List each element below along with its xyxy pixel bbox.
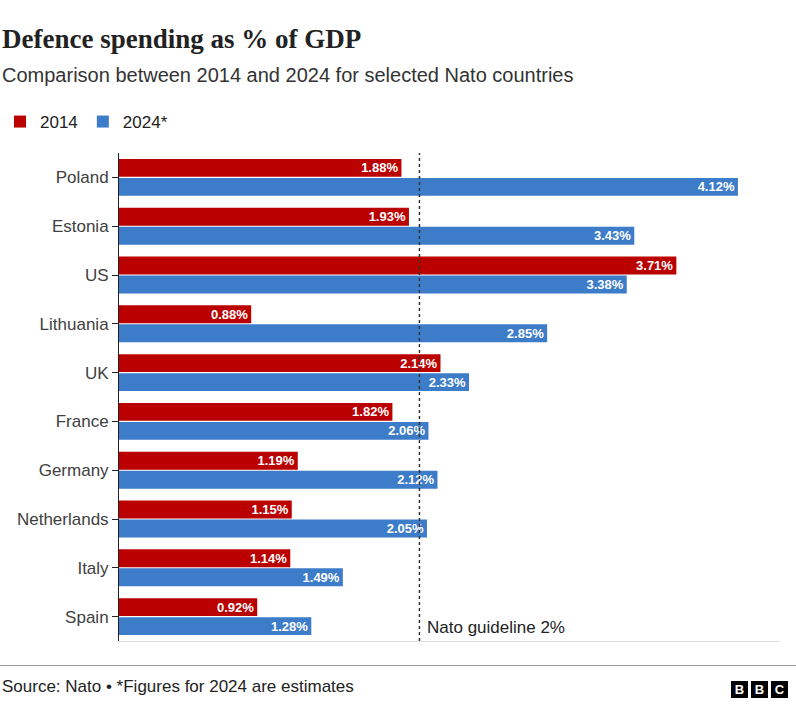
- html-text:B: B: [734, 682, 745, 697]
- svg-text:1.19%: 1.19%: [257, 453, 294, 468]
- svg-text:Lithuania: Lithuania: [40, 315, 110, 334]
- svg-text:UK: UK: [85, 364, 109, 383]
- svg-text:2.06%: 2.06%: [388, 423, 425, 438]
- html-text:Comparison between 2014 and 20: Comparison between 2014 and 2024 for sel…: [2, 64, 574, 86]
- svg-text:Netherlands: Netherlands: [17, 510, 109, 529]
- svg-text:Nato guideline 2%: Nato guideline 2%: [427, 618, 565, 637]
- svg-text:0.88%: 0.88%: [211, 307, 248, 322]
- svg-text:1.49%: 1.49%: [303, 570, 340, 585]
- html-text:Source: Nato • *Figures for 20: Source: Nato • *Figures for 2024 are est…: [2, 677, 354, 696]
- svg-text:1.28%: 1.28%: [271, 619, 308, 634]
- svg-text:4.12%: 4.12%: [698, 179, 735, 194]
- svg-text:0.92%: 0.92%: [217, 600, 254, 615]
- svg-text:1.14%: 1.14%: [250, 551, 287, 566]
- svg-text:France: France: [56, 412, 109, 431]
- svg-text:2.85%: 2.85%: [507, 326, 544, 341]
- svg-text:2.05%: 2.05%: [387, 521, 424, 536]
- svg-text:Germany: Germany: [39, 461, 109, 480]
- html-text:C: C: [774, 682, 785, 697]
- svg-text:2.14%: 2.14%: [400, 356, 437, 371]
- svg-text:1.93%: 1.93%: [369, 209, 406, 224]
- html-text:B: B: [754, 682, 765, 697]
- svg-text:2014: 2014: [40, 113, 78, 132]
- html-text:Defence spending as % of GDP: Defence spending as % of GDP: [2, 24, 362, 54]
- svg-text:US: US: [85, 266, 109, 285]
- svg-text:3.38%: 3.38%: [586, 277, 623, 292]
- svg-text:3.43%: 3.43%: [594, 228, 631, 243]
- svg-text:Poland: Poland: [56, 168, 109, 187]
- svg-text:2.33%: 2.33%: [429, 375, 466, 390]
- svg-text:1.15%: 1.15%: [251, 502, 288, 517]
- svg-text:1.88%: 1.88%: [361, 160, 398, 175]
- svg-text:3.71%: 3.71%: [636, 258, 673, 273]
- svg-text:Spain: Spain: [65, 608, 108, 627]
- svg-text:2.12%: 2.12%: [397, 472, 434, 487]
- svg-text:Estonia: Estonia: [52, 217, 109, 236]
- svg-text:2024*: 2024*: [123, 113, 168, 132]
- svg-text:Italy: Italy: [77, 559, 109, 578]
- svg-text:1.82%: 1.82%: [352, 404, 389, 419]
